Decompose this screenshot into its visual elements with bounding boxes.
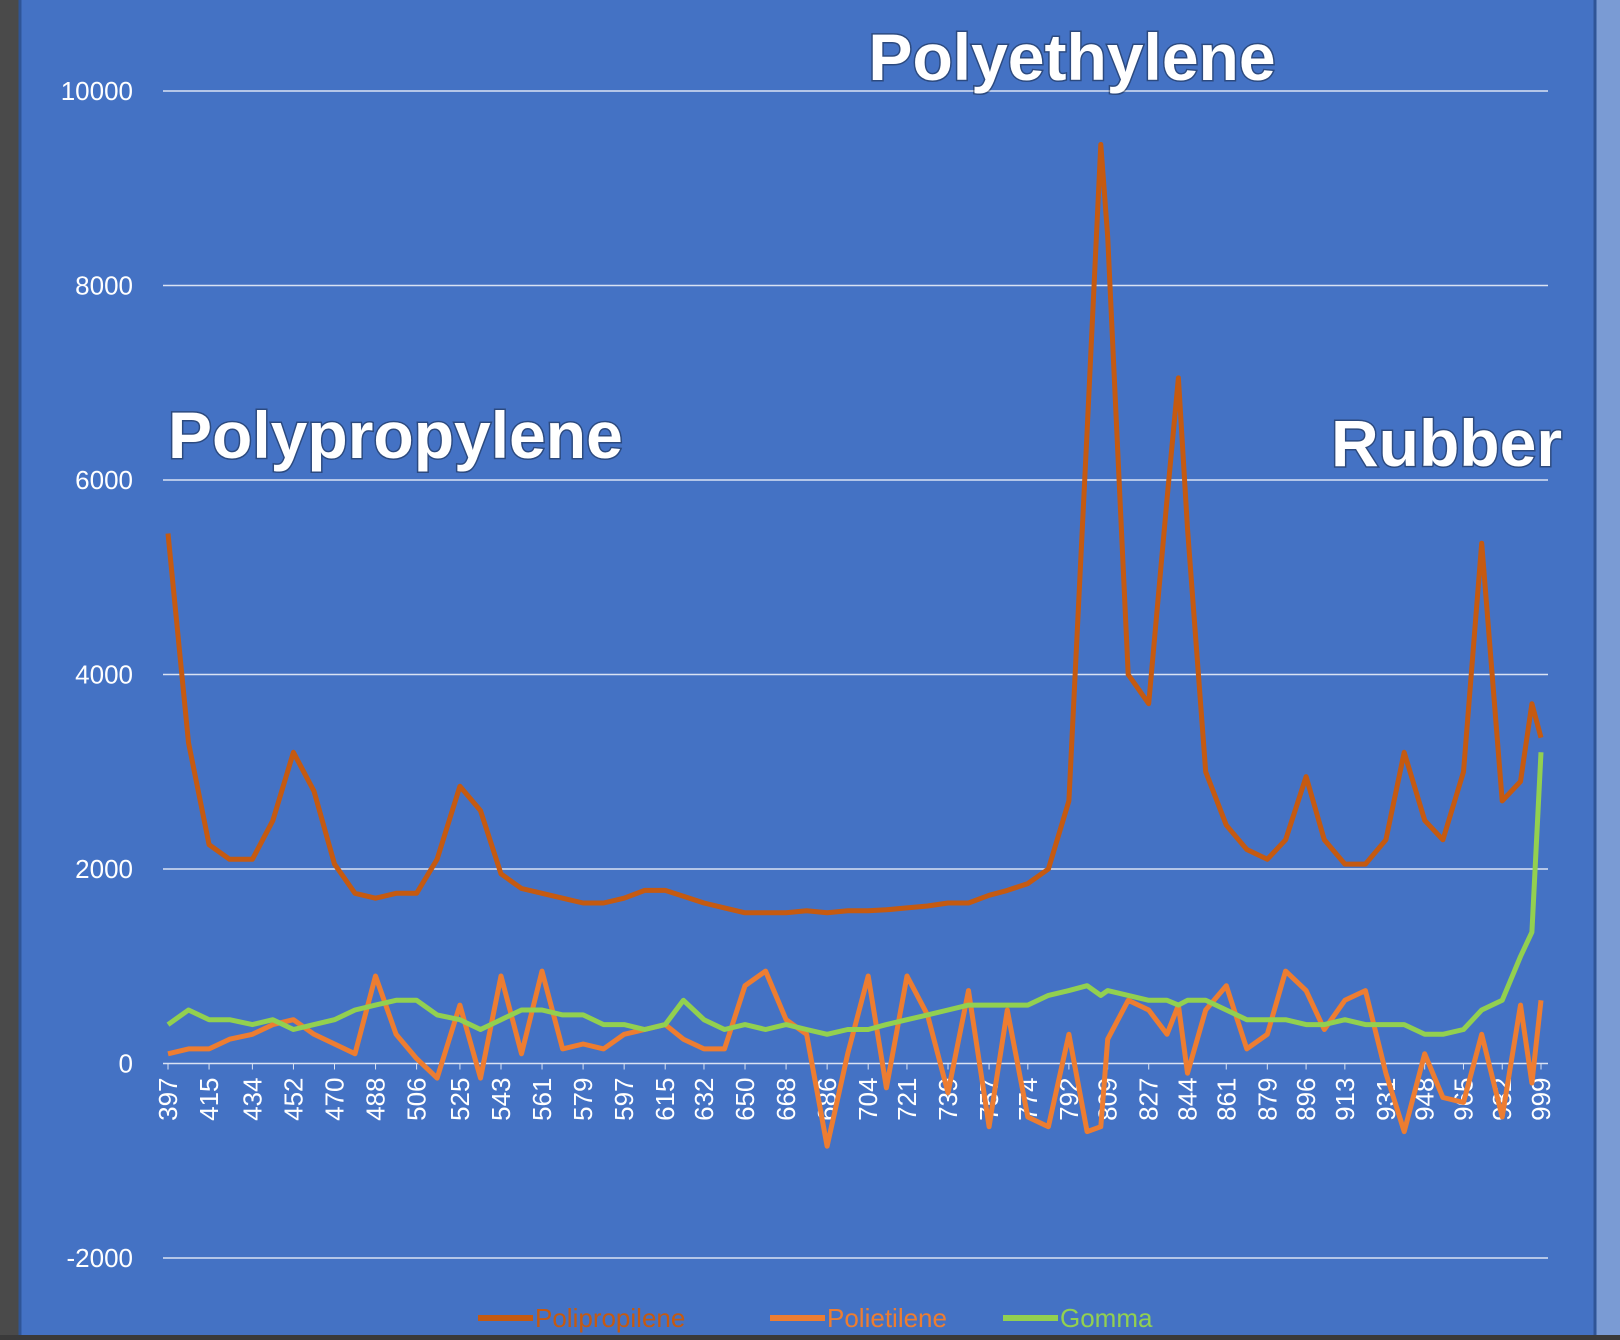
legend-label: Gomma [1060,1303,1153,1333]
y-tick-label: 0 [119,1049,133,1079]
y-tick-label: 8000 [75,271,133,301]
x-tick-label: 488 [361,1078,391,1121]
x-tick-label: 506 [402,1078,432,1121]
x-tick-label: 561 [527,1078,557,1121]
y-tick-label: 6000 [75,465,133,495]
x-tick-label: 650 [730,1078,760,1121]
x-tick-label: 397 [153,1078,183,1121]
x-tick-label: 415 [194,1078,224,1121]
x-tick-label: 844 [1172,1078,1202,1121]
x-tick-label: 704 [853,1078,883,1121]
x-tick-label: 827 [1134,1078,1164,1121]
x-tick-label: 913 [1330,1078,1360,1121]
y-tick-label: 10000 [61,76,133,106]
chart: -2000 0 2000 4000 6000 8000 10000 397 415 434 452 4… [0,0,1620,1335]
x-tick-label: 452 [278,1078,308,1121]
x-tick-label: 543 [486,1078,516,1121]
x-tick-label: 721 [892,1078,922,1121]
x-tick-label: 861 [1211,1078,1241,1121]
x-tick-label: 434 [237,1078,267,1121]
x-tick-label: 668 [771,1078,801,1121]
x-tick-label: 879 [1252,1078,1282,1121]
y-tick-label: 4000 [75,660,133,690]
x-tick-label: 896 [1291,1078,1321,1121]
plot-background [20,0,1595,1335]
x-tick-label: 597 [609,1078,639,1121]
y-tick-label: -2000 [67,1243,134,1273]
x-tick-label: 470 [319,1078,349,1121]
x-tick-label: 525 [445,1078,475,1121]
annotation: Polyethylene [868,20,1275,94]
x-tick-label: 579 [568,1078,598,1121]
legend-label: Polipropilene [535,1303,685,1333]
page: -2000 0 2000 4000 6000 8000 10000 397 415 434 452 4… [0,0,1620,1335]
x-tick-label: 809 [1093,1078,1123,1121]
x-tick-label: 632 [689,1078,719,1121]
x-tick-label: 615 [650,1078,680,1121]
legend-label: Polietilene [827,1303,947,1333]
annotation: Polypropylene [168,398,623,472]
y-tick-label: 2000 [75,854,133,884]
annotation: Rubber [1331,406,1562,480]
